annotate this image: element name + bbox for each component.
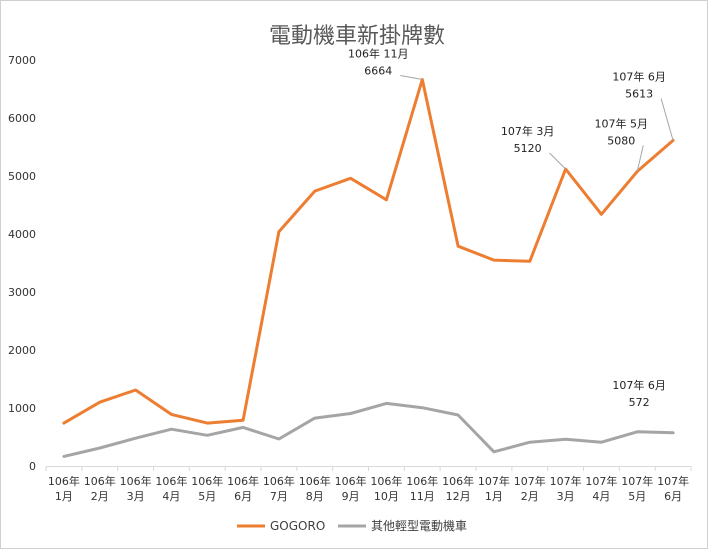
legend: GOGORO 其他輕型電動機車 [237, 518, 467, 533]
data-label: 107年 5月 5080 [595, 116, 649, 147]
x-tick-label: 107年 4月 [585, 474, 617, 503]
y-tick-label: 2000 [8, 344, 36, 357]
x-tick-label: 106年 7月 [263, 474, 295, 503]
x-tick-label: 106年 5月 [191, 474, 223, 503]
x-tick-label: 106年 9月 [335, 474, 367, 503]
y-tick-label: 4000 [8, 228, 36, 241]
annotation-leader [636, 145, 644, 172]
series-lines [62, 78, 675, 458]
x-tick-label: 106年 2月 [84, 474, 116, 503]
x-tick-label: 107年 5月 [621, 474, 653, 503]
x-tick-label: 106年 10月 [370, 474, 402, 503]
x-tick-label: 107年 2月 [514, 474, 546, 503]
y-tick-label: 0 [29, 460, 36, 473]
annotation-leader [660, 98, 674, 141]
x-tick-label: 106年 6月 [227, 474, 259, 503]
x-tick-label: 106年 1月 [48, 474, 80, 503]
x-tick-label: 106年 3月 [120, 474, 152, 503]
data-label: 107年 6月 572 [612, 378, 666, 409]
y-tick-label: 7000 [8, 54, 36, 67]
y-tick-label: 3000 [8, 286, 36, 299]
x-tick-label: 107年 6月 [657, 474, 689, 503]
x-tick-label: 107年 1月 [478, 474, 510, 503]
legend-label-0: GOGORO [270, 519, 325, 533]
annotations: 106年 11月 6664 107年 3月 5120 107年 5月 5080 107年 6… [348, 46, 674, 409]
x-tick-label: 107年 3月 [550, 474, 582, 503]
x-tick-label: 106年 11月 [406, 474, 438, 503]
data-label: 107年 6月 5613 [612, 69, 666, 100]
x-tick-label: 106年 12月 [442, 474, 474, 503]
data-label: 107年 3月 5120 [501, 124, 555, 155]
series-line-0 [62, 78, 675, 425]
series-line-1 [62, 401, 675, 458]
y-tick-label: 6000 [8, 112, 36, 125]
x-tick-label: 106年 8月 [299, 474, 331, 503]
legend-label-1: 其他輕型電動機車 [371, 518, 467, 533]
annotation-leader [549, 152, 566, 170]
x-tick-label: 106年 4月 [155, 474, 187, 503]
data-label: 106年 11月 6664 [348, 46, 409, 77]
chart-title: 電動機車新掛牌數 [269, 24, 445, 49]
y-tick-label: 1000 [8, 402, 36, 415]
annotation-leader [400, 74, 423, 80]
y-tick-label: 5000 [8, 170, 36, 183]
